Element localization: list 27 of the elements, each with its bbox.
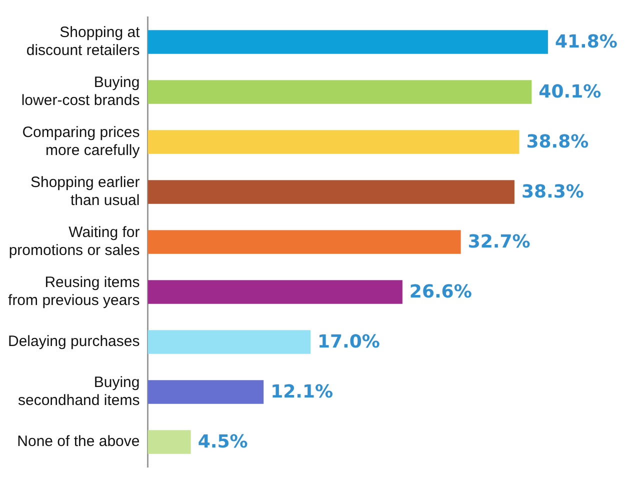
y-tick-label: Buying secondhand items [18,374,140,410]
data-label: 40.1% [538,82,602,103]
y-tick-label: Waiting for promotions or sales [8,224,140,260]
bar [148,180,514,204]
data-label: 12.1% [270,382,334,403]
bar [148,280,402,304]
data-label: 38.8% [526,132,589,153]
bar [148,80,532,104]
y-tick-label: Delaying purchases [8,333,140,350]
bar [148,380,264,404]
bar [148,230,461,254]
data-label: 38.3% [521,182,584,203]
y-tick-label: Shopping earlier than usual [30,174,140,210]
bar [148,430,191,454]
y-tick-label: Reusing items from previous years [8,274,140,310]
data-label: 4.5% [198,432,248,453]
bar [148,30,548,54]
y-tick-label: Comparing prices more carefully [22,124,140,160]
data-label: 32.7% [468,232,530,253]
y-tick-label: None of the above [17,433,140,450]
y-tick-label: Shopping at discount retailers [26,24,141,60]
data-label: 41.8% [554,32,618,53]
data-label: 26.6% [409,282,472,303]
y-tick-label: Buying lower-cost brands [21,74,140,110]
bar [148,130,520,154]
bar [148,330,311,354]
data-label: 17.0% [318,332,380,353]
